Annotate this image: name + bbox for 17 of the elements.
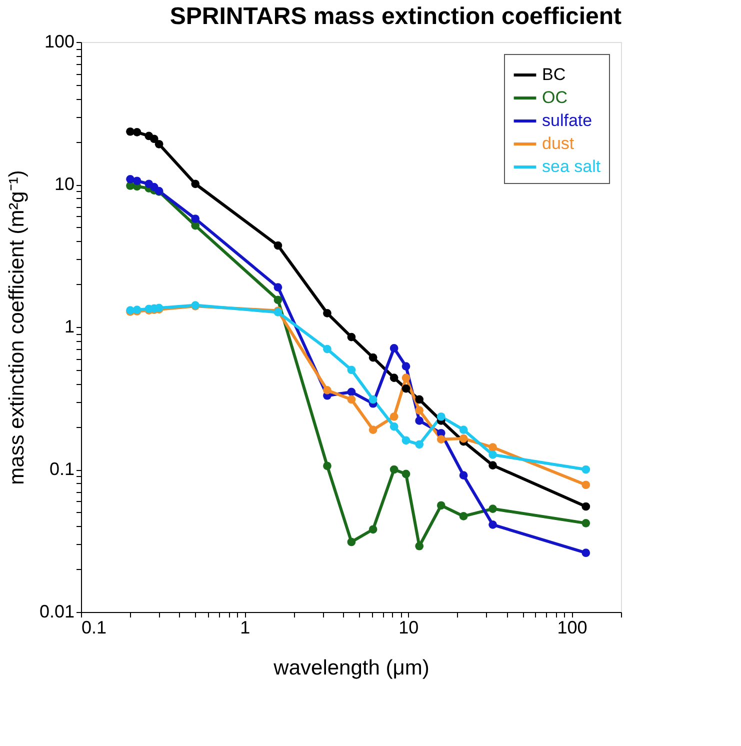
x-tick-label: 0.1 bbox=[82, 618, 107, 638]
x-tick-label: 1 bbox=[240, 618, 250, 638]
y-tick-label: 10 bbox=[54, 174, 74, 194]
legend-label: BC bbox=[542, 65, 566, 84]
x-axis-title: wavelength (μm) bbox=[272, 656, 430, 680]
legend-label: sulfate bbox=[542, 111, 592, 130]
y-axis-title: mass extinction coefficient (m²g⁻¹) bbox=[5, 170, 28, 485]
y-tick-label: 0.1 bbox=[49, 459, 74, 479]
x-tick-label: 10 bbox=[398, 618, 419, 638]
y-tick-label: 1 bbox=[64, 316, 74, 336]
y-tick-label: 0.01 bbox=[39, 602, 74, 622]
legend-label: dust bbox=[542, 134, 574, 153]
x-tick-label: 100 bbox=[557, 618, 588, 638]
y-tick-label: 100 bbox=[44, 32, 74, 52]
chart-title: SPRINTARS mass extinction coefficient bbox=[170, 3, 622, 30]
legend-label: OC bbox=[542, 88, 568, 107]
legend-label: sea salt bbox=[542, 157, 601, 176]
